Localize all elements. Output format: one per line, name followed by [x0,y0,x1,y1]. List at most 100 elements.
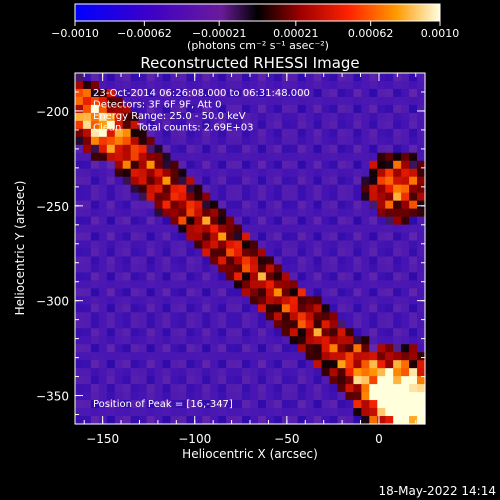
heatmap-cell [202,312,211,321]
heatmap-cell [75,408,84,417]
heatmap-cell [154,304,164,313]
heatmap-cell [353,224,362,234]
heatmap-cell [75,224,84,234]
heatmap-cell [146,304,156,313]
heatmap-cell [409,104,418,114]
heatmap-cell [361,88,370,98]
x-tick-label: −150 [86,432,119,446]
heatmap-cell [154,240,164,250]
heatmap-cell [90,376,100,385]
heatmap-cell [313,168,323,178]
heatmap-cell [82,112,92,122]
heatmap-cell [98,144,108,154]
heatmap-cell [178,296,187,305]
heatmap-cell [401,336,410,345]
heatmap-cell [281,368,291,377]
heatmap-cell [361,392,370,401]
heatmap-cell [329,312,339,321]
heatmap-cell [409,248,418,258]
heatmap-cell [417,312,426,321]
heatmap-cell [186,256,195,266]
heatmap-cell [98,360,108,369]
heatmap-cell [321,240,331,250]
heatmap-cell [377,336,386,345]
heatmap-cell [178,184,187,194]
heatmap-cell [250,208,259,218]
annotation-line: Energy Range: 25.0 - 50.0 keV [93,111,246,122]
heatmap-cell [234,73,243,82]
heatmap-cell [369,88,378,98]
heatmap-cell [393,280,402,289]
heatmap-cell [257,104,267,114]
heatmap-cell [90,73,100,82]
heatmap-cell [146,360,156,369]
heatmap-cell [409,376,418,385]
heatmap-cell [417,184,426,194]
heatmap-cell [186,272,195,282]
heatmap-cell [98,200,108,210]
heatmap-cell [202,208,211,218]
heatmap-cell [289,200,299,210]
heatmap-cell [289,336,299,345]
heatmap-cell [75,120,84,130]
heatmap-cell [154,264,164,274]
heatmap-cell [154,168,164,178]
heatmap-cell [242,416,251,425]
heatmap-cell [75,360,84,369]
heatmap-cell [361,184,370,194]
heatmap-cell [393,392,402,401]
heatmap-cell [122,320,132,329]
heatmap-cell [265,176,275,186]
heatmap-cell [130,384,140,393]
heatmap-cell [178,88,187,98]
heatmap-cell [106,400,116,409]
heatmap-cell [98,352,108,361]
heatmap-cell [321,304,331,313]
heatmap-cell [337,264,347,274]
heatmap-cell [178,312,187,321]
heatmap-cell [210,392,219,401]
heatmap-cell [186,384,195,393]
heatmap-cell [281,176,291,186]
heatmap-cell [178,248,187,258]
heatmap-cell [138,88,148,98]
heatmap-cell [257,264,267,274]
heatmap-cell [130,144,140,154]
heatmap-cell [146,376,156,385]
heatmap-cell [162,272,172,282]
heatmap-cell [265,384,275,393]
heatmap-cell [146,328,156,337]
heatmap-cell [369,216,378,226]
heatmap-cell [90,248,100,258]
heatmap-cell [82,400,92,409]
heatmap-cell [401,144,410,154]
heatmap-cell [385,240,394,250]
heatmap-cell [186,416,195,425]
heatmap-cell [257,136,267,146]
heatmap-cell [106,304,116,313]
heatmap-cell [170,408,179,417]
heatmap-cell [250,232,259,242]
heatmap-cell [178,376,187,385]
heatmap-cell [305,272,315,282]
heatmap-cell [98,256,108,266]
heatmap-cell [321,336,331,345]
heatmap-cell [194,192,203,202]
heatmap-cell [170,240,179,250]
heatmap-cell [122,288,132,297]
heatmap-cell [361,232,370,242]
heatmap-cell [289,376,299,385]
heatmap-cell [218,304,227,313]
heatmap-cell [377,368,386,377]
heatmap-cell [273,256,283,266]
heatmap-cell [281,104,291,114]
heatmap-cell [265,224,275,234]
heatmap-cell [353,416,362,425]
heatmap-cell [106,248,116,258]
heatmap-cell [170,416,179,425]
heatmap-cell [273,368,283,377]
heatmap-cell [289,232,299,242]
heatmap-cell [289,264,299,274]
heatmap-cell [90,336,100,345]
heatmap-cell [146,73,156,82]
